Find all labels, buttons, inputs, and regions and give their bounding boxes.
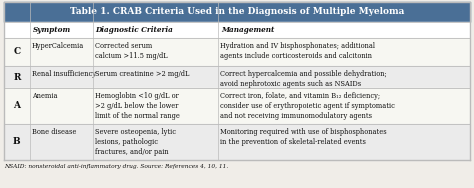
Text: Correct iron, folate, and vitamin B₁₂ deficiency;
consider use of erythropoietic: Correct iron, folate, and vitamin B₁₂ de… (220, 92, 395, 120)
Text: A: A (13, 102, 20, 111)
Bar (4, 22, 470, 38)
Text: Renal insufficiency: Renal insufficiency (32, 70, 96, 78)
Text: Monitoring required with use of bisphosphonates
in the prevention of skeletal-re: Monitoring required with use of bisphosp… (220, 128, 387, 146)
Text: Management: Management (221, 26, 275, 34)
Bar (4, 88, 470, 124)
Text: Anemia: Anemia (32, 92, 57, 100)
Text: Table 1. CRAB Criteria Used in the Diagnosis of Multiple Myeloma: Table 1. CRAB Criteria Used in the Diagn… (70, 8, 404, 17)
Bar (4, 66, 470, 88)
Text: Hemoglobin <10 g/dL or
>2 g/dL below the lower
limit of the normal range: Hemoglobin <10 g/dL or >2 g/dL below the… (94, 92, 180, 120)
Text: B: B (13, 137, 21, 146)
Text: Severe osteopenia, lytic
lesions, pathologic
fractures, and/or pain: Severe osteopenia, lytic lesions, pathol… (94, 128, 175, 156)
Bar (4, 2, 470, 22)
Text: C: C (13, 48, 20, 57)
Text: R: R (13, 73, 20, 82)
Text: Bone disease: Bone disease (32, 128, 76, 136)
Text: Serum creatinine >2 mg/dL: Serum creatinine >2 mg/dL (94, 70, 189, 78)
Text: HyperCalcemia: HyperCalcemia (32, 42, 84, 50)
Bar (4, 124, 470, 160)
Text: Correct hypercalcemia and possible dehydration;
avoid nephrotoxic agents such as: Correct hypercalcemia and possible dehyd… (220, 70, 387, 88)
Text: Symptom: Symptom (33, 26, 71, 34)
Bar (4, 38, 470, 66)
Text: Diagnostic Criteria: Diagnostic Criteria (96, 26, 173, 34)
Text: NSAID: nonsteroidal anti-inflammatory drug. Source: References 4, 10, 11.: NSAID: nonsteroidal anti-inflammatory dr… (4, 164, 228, 169)
Text: Hydration and IV bisphosphonates; additional
agents include corticosteroids and : Hydration and IV bisphosphonates; additi… (220, 42, 375, 60)
Text: Corrected serum
calcium >11.5 mg/dL: Corrected serum calcium >11.5 mg/dL (94, 42, 167, 60)
